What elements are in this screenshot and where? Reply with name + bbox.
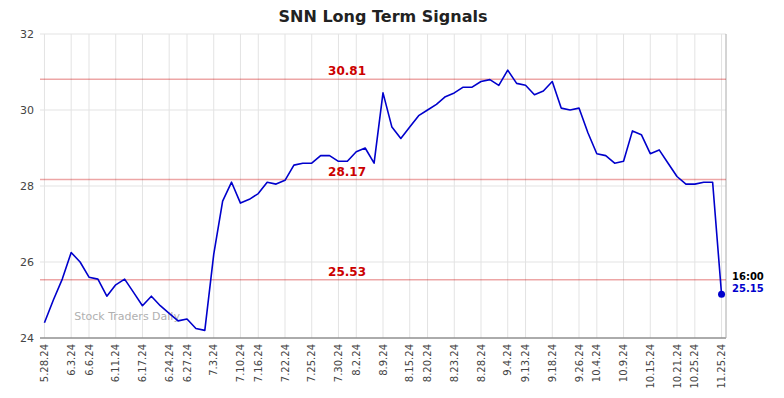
signal-label: 30.81 bbox=[328, 64, 366, 78]
tick-label: 5.28.24 bbox=[39, 344, 50, 382]
signal-line bbox=[40, 279, 726, 281]
signal-line bbox=[40, 78, 726, 80]
x-axis: 5.28.24 6.3.24 6.6.24 6.11.24 6.17.24 6.24.24… bbox=[39, 34, 727, 389]
tick-label: 30 bbox=[20, 104, 34, 117]
endpoint-dot bbox=[718, 291, 725, 298]
tick-label: 9.13.24 bbox=[520, 344, 531, 382]
tick-label: 6.11.24 bbox=[110, 344, 121, 382]
tick-label: 10.4.24 bbox=[591, 344, 602, 382]
price-line bbox=[44, 70, 721, 330]
tick-label: 9.4.24 bbox=[502, 344, 513, 376]
tick-label: 6.3.24 bbox=[66, 344, 77, 376]
tick-label: 8.2.24 bbox=[351, 344, 362, 376]
endpoint-label: 25.15 bbox=[732, 283, 764, 294]
tick-label: 6.6.24 bbox=[84, 344, 95, 376]
tick-label: 6.17.24 bbox=[137, 344, 148, 382]
x-axis-line bbox=[40, 338, 726, 339]
tick-label: 7.25.24 bbox=[306, 344, 317, 382]
tick-label: 7.10.24 bbox=[235, 344, 246, 382]
tick-label: 8.23.24 bbox=[449, 344, 460, 382]
tick-label: 10.25.24 bbox=[689, 344, 700, 389]
tick-label: 32 bbox=[20, 28, 34, 41]
signal-line bbox=[40, 179, 726, 181]
signal-label: 28.17 bbox=[328, 165, 366, 179]
endpoint-time: 16:00 bbox=[732, 271, 764, 282]
plot-area bbox=[40, 70, 726, 330]
tick-label: 8.15.24 bbox=[404, 344, 415, 382]
tick-label: 9.18.24 bbox=[547, 344, 558, 382]
tick-label: 6.24.24 bbox=[164, 344, 175, 382]
watermark: Stock Traders Daily bbox=[74, 310, 180, 323]
tick-label: 8.9.24 bbox=[378, 344, 389, 376]
tick-label: 8.20.24 bbox=[422, 344, 433, 382]
y-axis: 24 26 28 30 32 bbox=[20, 28, 726, 345]
chart: 24 26 28 30 32 5.28.24 6.3.24 6.6.24 6.11.24 6.17… bbox=[0, 0, 784, 398]
tick-label: 9.26.24 bbox=[574, 344, 585, 382]
tick-label: 10.15.24 bbox=[645, 344, 656, 389]
tick-label: 7.3.24 bbox=[208, 344, 219, 376]
tick-label: 10.9.24 bbox=[618, 344, 629, 382]
tick-label: 7.16.24 bbox=[253, 344, 264, 382]
signal-label: 25.53 bbox=[328, 265, 366, 279]
title: SNN Long Term Signals bbox=[279, 7, 488, 26]
tick-label: 28 bbox=[20, 180, 34, 193]
tick-label: 8.28.24 bbox=[476, 344, 487, 382]
grid-line bbox=[40, 338, 726, 339]
tick-label: 7.30.24 bbox=[333, 344, 344, 382]
tick-label: 7.22.24 bbox=[280, 344, 291, 382]
tick-label: 10.21.24 bbox=[672, 344, 683, 389]
tick-label: 26 bbox=[20, 256, 34, 269]
tick-label: 24 bbox=[20, 332, 34, 345]
tick-label: 6.27.24 bbox=[182, 344, 193, 382]
tick-label: 11.25.24 bbox=[716, 344, 727, 389]
